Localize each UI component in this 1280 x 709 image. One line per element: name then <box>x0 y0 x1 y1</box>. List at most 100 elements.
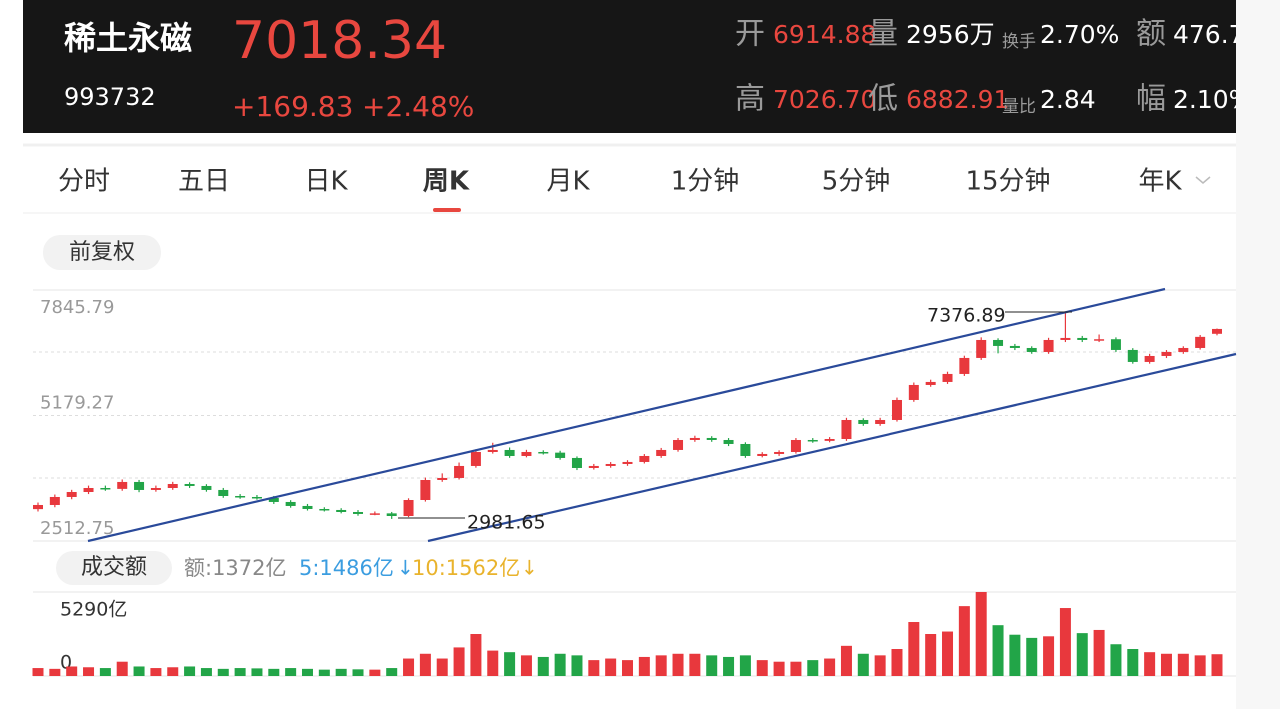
candle-body <box>403 499 414 516</box>
candle-body <box>976 339 987 358</box>
candle-body <box>33 504 43 510</box>
volume-bar <box>689 653 701 676</box>
trend-line-upper <box>87 287 1166 543</box>
volume-bar <box>571 655 583 676</box>
tab[interactable]: 日K <box>304 167 348 197</box>
candle-body <box>824 438 835 441</box>
candle-body <box>184 483 195 486</box>
tab-underline <box>433 208 461 212</box>
volume-bar <box>840 645 852 676</box>
stat-label: 量 <box>868 17 898 52</box>
tab[interactable]: 月K <box>546 167 590 197</box>
candle-body <box>1212 328 1222 334</box>
volume-bar <box>419 653 431 676</box>
candle-body <box>521 451 532 456</box>
tab[interactable]: 5分钟 <box>822 167 891 197</box>
volume-bar <box>133 666 145 676</box>
volume-bar <box>352 669 364 676</box>
tab[interactable]: 五日 <box>178 167 230 197</box>
volume-bar <box>184 666 196 676</box>
candle-body <box>1043 339 1054 352</box>
tab[interactable]: 年K <box>1138 167 1182 197</box>
volume-bar <box>1059 608 1071 676</box>
stat-label: 低 <box>868 82 898 117</box>
volume-bar <box>1144 652 1156 676</box>
volume-bar <box>537 656 549 676</box>
candle-body <box>875 419 886 424</box>
tab[interactable]: 1分钟 <box>671 167 740 197</box>
stat-label: 幅 <box>1136 82 1166 117</box>
volume-bar <box>167 667 179 676</box>
stat-label: 开 <box>735 17 765 52</box>
volume-bar <box>1160 653 1172 676</box>
volume-bar <box>588 660 600 676</box>
tab[interactable]: 周K <box>423 167 470 197</box>
candle-body <box>858 419 869 424</box>
stock-name: 稀土永磁 <box>64 19 192 57</box>
volume-bar <box>706 655 718 676</box>
volume-bar <box>150 668 162 676</box>
volume-bar <box>1211 654 1223 676</box>
volume-bar <box>908 622 920 676</box>
volume-bar <box>335 668 347 676</box>
dropdown-icon <box>1195 176 1211 184</box>
candle-body <box>740 443 751 456</box>
candle-body <box>605 463 616 466</box>
stock-code: 993732 <box>64 83 156 111</box>
candle-body <box>656 449 667 456</box>
volume-bar <box>49 668 61 676</box>
candle-body <box>757 453 768 456</box>
candle-body <box>1009 345 1020 348</box>
candle-body <box>134 481 145 490</box>
change: +169.83 <box>232 90 353 123</box>
ma5-arrow: ↓ <box>397 556 414 580</box>
volume-bar <box>318 669 330 676</box>
candle-body <box>487 449 498 452</box>
volume-bar <box>116 661 128 676</box>
candle-body <box>1161 351 1172 356</box>
volume-bar <box>520 655 532 676</box>
y-tick-label: 5179.27 <box>40 393 114 414</box>
y-tick-label: 2512.75 <box>40 518 114 539</box>
volume-chip[interactable] <box>56 551 172 585</box>
volume-summary: 额:1372亿 <box>184 556 287 580</box>
candle-body <box>167 483 178 488</box>
candle-body <box>942 373 953 382</box>
candle-body <box>588 465 599 468</box>
tab[interactable]: 分时 <box>58 167 110 197</box>
candle-body <box>1060 337 1071 340</box>
volume-bar <box>554 653 566 676</box>
stat-label: 高 <box>735 82 765 117</box>
stat-value: 2.70% <box>1040 20 1119 49</box>
candle-body <box>1195 336 1206 348</box>
volume-bar <box>66 666 78 676</box>
volume-bar <box>925 634 937 676</box>
ma10: 10:1562亿 <box>412 556 520 580</box>
volume-bar <box>386 668 398 676</box>
candle-body <box>1077 337 1088 340</box>
volume-bar <box>874 655 886 676</box>
candle-body <box>571 457 582 468</box>
tab[interactable]: 15分钟 <box>965 167 1050 197</box>
candle-body <box>673 439 684 450</box>
candle-body <box>150 487 161 490</box>
candle-body <box>83 487 94 492</box>
volume-title: 成交额 <box>81 555 147 580</box>
candle-body <box>774 451 785 454</box>
low-label: 2981.65 <box>467 512 546 534</box>
candle-body <box>1144 355 1155 362</box>
adjust-label: 前复权 <box>69 240 135 265</box>
volume-bar <box>992 625 1004 676</box>
candle-body <box>353 511 364 514</box>
adjust-chip[interactable] <box>43 235 161 270</box>
volume-bar <box>504 652 516 676</box>
candle-body <box>235 495 246 498</box>
volume-bar <box>655 655 667 676</box>
volume-bar <box>1177 653 1189 676</box>
candle-body <box>66 491 77 497</box>
volume-bar <box>1026 637 1038 676</box>
candle-body <box>285 501 296 506</box>
volume-bar <box>301 668 313 676</box>
stat-value: 2.84 <box>1040 85 1096 114</box>
volume-bar <box>958 606 970 676</box>
